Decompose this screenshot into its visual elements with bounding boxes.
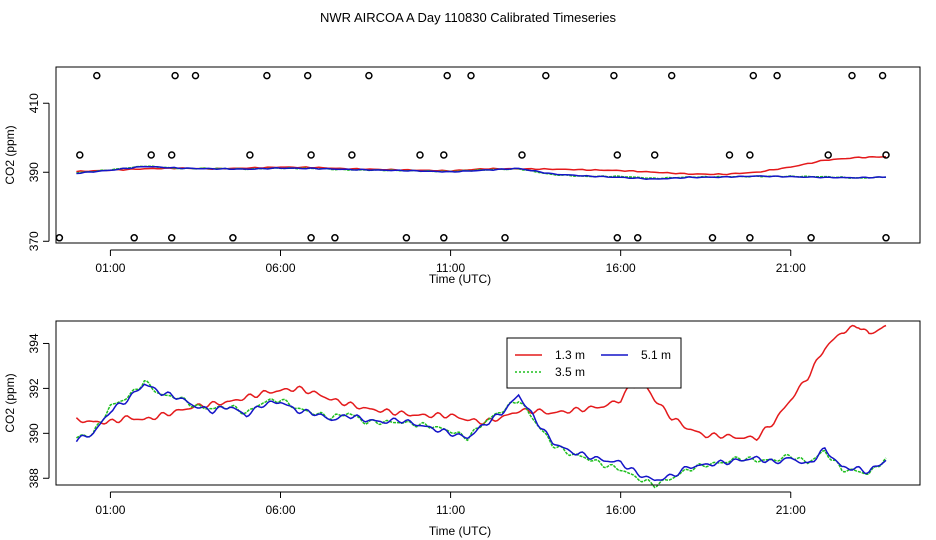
marker-point bbox=[171, 71, 179, 80]
marker-point bbox=[443, 71, 451, 80]
x-tick-label: 16:00 bbox=[606, 261, 636, 275]
top-x-axis: 01:00 06:00 11:00 16:00 21:00 bbox=[95, 249, 806, 275]
marker-point bbox=[518, 151, 526, 159]
y-tick-label: 390 bbox=[27, 423, 41, 443]
marker-point bbox=[440, 234, 448, 242]
y-tick-label: 388 bbox=[27, 468, 41, 488]
legend-label-1-3m: 1.3 m bbox=[555, 348, 585, 362]
marker-point bbox=[191, 71, 200, 80]
top-y-axis: 370 390 410 bbox=[27, 93, 50, 251]
y-tick-label: 392 bbox=[27, 378, 41, 398]
marker-point bbox=[882, 151, 890, 159]
bottom-series-h35 bbox=[76, 380, 887, 489]
marker-point bbox=[416, 151, 424, 159]
top-series-layer bbox=[76, 155, 887, 180]
marker-point bbox=[365, 71, 373, 80]
marker-point bbox=[848, 71, 856, 80]
marker-point bbox=[55, 234, 64, 242]
marker-point bbox=[746, 234, 754, 242]
marker-point bbox=[749, 71, 758, 80]
bottom-x-axis: 01:00 06:00 11:00 16:00 21:00 bbox=[95, 491, 806, 517]
x-tick-label: 11:00 bbox=[436, 261, 465, 275]
y-tick-label: 410 bbox=[27, 93, 41, 113]
marker-point bbox=[167, 234, 176, 242]
top-plot-frame bbox=[55, 66, 921, 244]
marker-point bbox=[246, 151, 254, 159]
marker-point bbox=[650, 151, 659, 159]
top-marker-layer bbox=[55, 71, 890, 242]
marker-point bbox=[807, 234, 815, 242]
x-tick-label: 16:00 bbox=[606, 503, 636, 517]
y-tick-label: 394 bbox=[27, 333, 41, 353]
marker-point bbox=[331, 234, 339, 242]
marker-point bbox=[229, 234, 237, 242]
top-series-h13 bbox=[76, 155, 887, 176]
top-panel: 01:00 06:00 11:00 16:00 21:00 370 390 410 Time… bbox=[3, 66, 921, 286]
legend-label-3-5m: 3.5 m bbox=[555, 365, 585, 379]
bottom-series-h13 bbox=[75, 324, 887, 442]
marker-point bbox=[93, 71, 101, 80]
marker-point bbox=[307, 151, 315, 159]
marker-point bbox=[882, 234, 890, 242]
marker-point bbox=[610, 71, 618, 80]
legend-box bbox=[506, 337, 682, 389]
x-tick-label: 01:00 bbox=[95, 261, 125, 275]
x-tick-label: 01:00 bbox=[95, 503, 125, 517]
bottom-y-axis: 388 390 392 394 bbox=[27, 333, 50, 488]
bottom-panel: 01:00 06:00 11:00 16:00 21:00 388 390 392 394 T… bbox=[3, 320, 921, 538]
marker-point bbox=[263, 71, 271, 80]
y-tick-label: 390 bbox=[27, 162, 41, 182]
marker-point bbox=[307, 234, 315, 242]
bottom-y-axis-label: CO2 (ppm) bbox=[3, 373, 17, 432]
bottom-x-axis-label: Time (UTC) bbox=[429, 524, 491, 538]
marker-point bbox=[878, 71, 887, 80]
marker-point bbox=[613, 234, 622, 242]
marker-point bbox=[667, 71, 676, 80]
marker-point bbox=[348, 151, 356, 159]
top-x-axis-label: Time (UTC) bbox=[429, 272, 491, 286]
x-tick-label: 11:00 bbox=[436, 503, 465, 517]
legend: 1.3 m 5.1 m 3.5 m bbox=[506, 337, 682, 389]
marker-point bbox=[633, 234, 642, 242]
x-tick-label: 21:00 bbox=[776, 261, 806, 275]
y-tick-label: 370 bbox=[27, 231, 41, 251]
x-tick-label: 06:00 bbox=[265, 503, 295, 517]
bottom-series-layer bbox=[75, 324, 887, 489]
x-tick-label: 21:00 bbox=[776, 503, 806, 517]
marker-point bbox=[542, 71, 550, 80]
bottom-series-h51 bbox=[75, 383, 887, 482]
top-series-h51 bbox=[76, 165, 887, 180]
marker-point bbox=[746, 151, 754, 159]
marker-point bbox=[402, 234, 411, 242]
marker-point bbox=[130, 234, 138, 242]
marker-point bbox=[501, 234, 509, 242]
top-y-axis-label: CO2 (ppm) bbox=[3, 125, 17, 184]
marker-point bbox=[167, 151, 176, 159]
bottom-plot-frame bbox=[55, 320, 921, 486]
marker-point bbox=[613, 151, 622, 159]
marker-point bbox=[824, 151, 832, 159]
marker-point bbox=[725, 151, 734, 159]
marker-point bbox=[303, 71, 312, 80]
marker-point bbox=[76, 151, 84, 159]
marker-point bbox=[147, 151, 155, 159]
marker-point bbox=[773, 71, 781, 80]
x-tick-label: 06:00 bbox=[265, 261, 295, 275]
marker-point bbox=[440, 151, 448, 159]
legend-label-5-1m: 5.1 m bbox=[641, 348, 671, 362]
page-title: NWR AIRCOA A Day 110830 Calibrated Times… bbox=[320, 10, 616, 25]
marker-point bbox=[708, 234, 717, 242]
marker-point bbox=[467, 71, 475, 80]
